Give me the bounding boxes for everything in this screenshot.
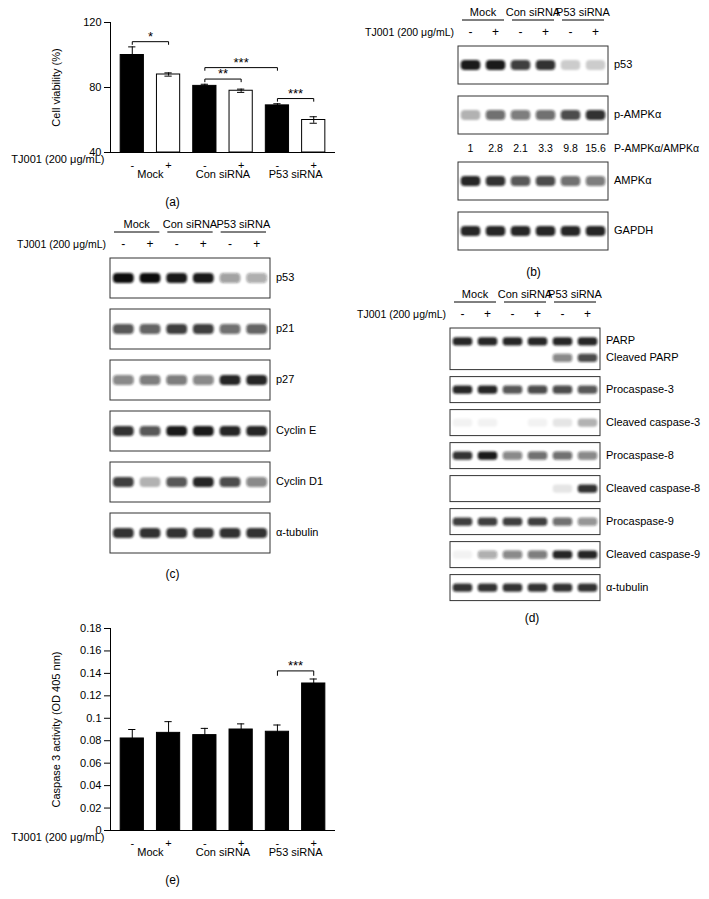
svg-text:0.14: 0.14 <box>80 667 101 679</box>
svg-text:2.1: 2.1 <box>513 142 528 154</box>
svg-text:P-AMPKα/AMPKα: P-AMPKα/AMPKα <box>614 142 699 154</box>
svg-text:α-tubulin: α-tubulin <box>606 581 648 593</box>
svg-text:Cyclin D1: Cyclin D1 <box>276 475 323 487</box>
svg-text:Mock: Mock <box>137 168 164 180</box>
svg-text:+: + <box>200 237 207 251</box>
svg-text:120: 120 <box>83 16 101 28</box>
svg-text:Mock: Mock <box>470 6 497 18</box>
svg-text:+: + <box>165 837 171 849</box>
svg-text:-: - <box>519 25 523 39</box>
svg-text:0.1: 0.1 <box>86 712 101 724</box>
svg-text:Cleaved PARP: Cleaved PARP <box>606 351 679 363</box>
html-text:(d): (d) <box>524 610 540 625</box>
svg-text:P53 siRNA: P53 siRNA <box>556 6 610 18</box>
svg-text:40: 40 <box>89 146 102 158</box>
svg-text:-: - <box>461 307 465 321</box>
svg-text:-: - <box>228 237 232 251</box>
svg-text:0.18: 0.18 <box>80 622 101 634</box>
svg-text:+: + <box>492 25 499 39</box>
svg-text:1: 1 <box>468 142 474 154</box>
svg-text:p21: p21 <box>276 322 294 334</box>
svg-text:TJ001 (200 μg/mL): TJ001 (200 μg/mL) <box>11 153 104 165</box>
svg-text:***: *** <box>288 658 303 673</box>
svg-text:-: - <box>511 307 515 321</box>
svg-text:TJ001 (200 μg/mL): TJ001 (200 μg/mL) <box>365 26 454 38</box>
svg-text:15.6: 15.6 <box>585 142 606 154</box>
svg-text:-: - <box>469 25 473 39</box>
svg-text:+: + <box>534 307 541 321</box>
svg-text:***: *** <box>234 55 249 70</box>
svg-text:α-tubulin: α-tubulin <box>276 526 318 538</box>
svg-text:P53 siRNA: P53 siRNA <box>548 288 602 300</box>
svg-text:p53: p53 <box>614 58 632 70</box>
svg-text:Caspase 3 activity (OD 405 nm): Caspase 3 activity (OD 405 nm) <box>50 652 62 808</box>
svg-text:0.08: 0.08 <box>80 734 101 746</box>
svg-text:Cleaved caspase-9: Cleaved caspase-9 <box>606 548 700 560</box>
svg-text:***: *** <box>288 86 303 101</box>
svg-text:P53 siRNA: P53 siRNA <box>269 846 323 858</box>
svg-text:Cleaved caspase-8: Cleaved caspase-8 <box>606 482 700 494</box>
svg-text:GAPDH: GAPDH <box>614 224 653 236</box>
svg-text:Procaspase-9: Procaspase-9 <box>606 515 674 527</box>
svg-text:0.16: 0.16 <box>80 644 101 656</box>
svg-text:80: 80 <box>89 81 101 93</box>
svg-text:Con siRNA: Con siRNA <box>163 218 218 230</box>
svg-text:0: 0 <box>95 824 102 836</box>
svg-text:Procaspase-8: Procaspase-8 <box>606 449 674 461</box>
svg-text:0.02: 0.02 <box>80 802 101 814</box>
svg-text:0.06: 0.06 <box>80 757 101 769</box>
svg-text:AMPKα: AMPKα <box>614 174 652 186</box>
svg-text:+: + <box>584 307 591 321</box>
html-text:(c): (c) <box>165 567 180 581</box>
svg-text:p27: p27 <box>276 373 294 385</box>
svg-text:Mock: Mock <box>462 288 489 300</box>
svg-text:+: + <box>542 25 549 39</box>
svg-text:+: + <box>146 237 153 251</box>
svg-text:Procaspase-3: Procaspase-3 <box>606 383 674 395</box>
svg-text:-: - <box>569 25 573 39</box>
svg-text:+: + <box>253 237 260 251</box>
svg-text:-: - <box>561 307 565 321</box>
svg-text:-: - <box>121 237 125 251</box>
svg-text:Con siRNA: Con siRNA <box>498 288 553 300</box>
html-text:(e): (e) <box>165 873 180 887</box>
html-text:(a): (a) <box>165 195 180 209</box>
html-text:(b): (b) <box>526 265 541 279</box>
svg-text:PARP: PARP <box>606 334 635 346</box>
svg-text:p53: p53 <box>276 271 294 283</box>
svg-text:3.3: 3.3 <box>538 142 553 154</box>
svg-text:Mock: Mock <box>124 218 151 230</box>
svg-text:p-AMPKα: p-AMPKα <box>614 108 662 120</box>
svg-text:Con siRNA: Con siRNA <box>196 168 251 180</box>
svg-text:-: - <box>130 159 134 171</box>
svg-text:0.04: 0.04 <box>80 779 101 791</box>
svg-text:0.12: 0.12 <box>80 689 101 701</box>
svg-text:Mock: Mock <box>137 846 164 858</box>
svg-text:+: + <box>165 159 171 171</box>
svg-text:P53 siRNA: P53 siRNA <box>269 168 323 180</box>
svg-text:*: * <box>148 29 153 44</box>
svg-text:+: + <box>592 25 599 39</box>
svg-text:Con siRNA: Con siRNA <box>196 846 251 858</box>
svg-text:2.8: 2.8 <box>488 142 503 154</box>
svg-text:9.8: 9.8 <box>563 142 578 154</box>
svg-text:-: - <box>130 837 134 849</box>
svg-text:Cleaved caspase-3: Cleaved caspase-3 <box>606 416 700 428</box>
svg-text:Con siRNA: Con siRNA <box>506 6 561 18</box>
svg-text:P53 siRNA: P53 siRNA <box>216 218 270 230</box>
svg-text:**: ** <box>218 66 228 81</box>
svg-text:Cyclin E: Cyclin E <box>276 424 316 436</box>
svg-text:TJ001 (200 μg/mL): TJ001 (200 μg/mL) <box>17 238 106 250</box>
svg-text:-: - <box>175 237 179 251</box>
svg-text:TJ001 (200 μg/mL): TJ001 (200 μg/mL) <box>357 308 446 320</box>
svg-text:Cell viability (%): Cell viability (%) <box>50 48 62 126</box>
svg-text:+: + <box>484 307 491 321</box>
svg-text:TJ001 (200 μg/mL): TJ001 (200 μg/mL) <box>11 831 104 843</box>
